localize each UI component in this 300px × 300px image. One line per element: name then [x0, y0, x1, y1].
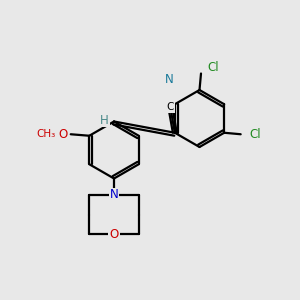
Text: O: O — [110, 227, 118, 241]
Text: CH₃: CH₃ — [37, 129, 56, 139]
Text: Cl: Cl — [207, 61, 219, 74]
Text: O: O — [58, 128, 68, 141]
Text: N: N — [110, 188, 118, 202]
Text: N: N — [165, 73, 174, 86]
Text: Cl: Cl — [249, 128, 261, 141]
Text: C: C — [167, 102, 174, 112]
Text: H: H — [100, 113, 109, 127]
